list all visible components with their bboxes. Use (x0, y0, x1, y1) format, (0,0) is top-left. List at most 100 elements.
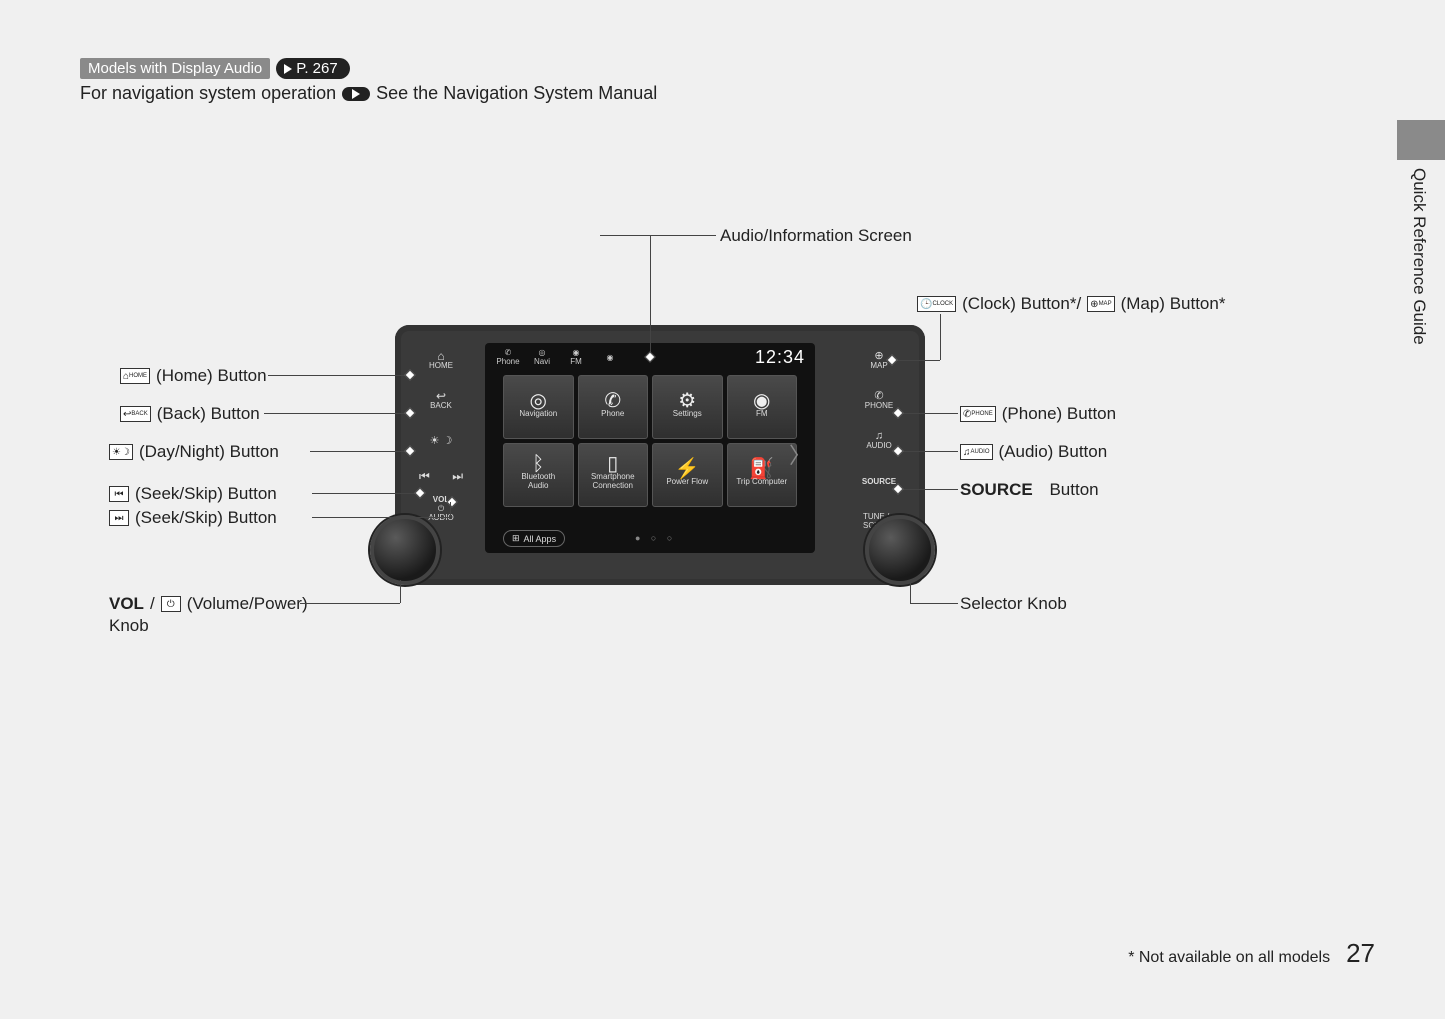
tile-bluetooth[interactable]: ᛒBluetooth Audio (503, 443, 574, 507)
callout-seek-next: ⏭ (Seek/Skip) Button (109, 508, 277, 528)
status-fm: ◉FM (559, 348, 593, 366)
tile-fm[interactable]: ◉FM (727, 375, 798, 439)
callout-phone: ✆PHONE (Phone) Button (960, 404, 1116, 424)
status-extra: ◉ (593, 353, 627, 362)
callout-screen: Audio/Information Screen (720, 226, 912, 246)
selector-knob[interactable] (865, 515, 935, 585)
side-tab-label: Quick Reference Guide (1409, 160, 1429, 360)
grid-icon: ⊞ (512, 533, 520, 544)
back-label: BACK (430, 401, 452, 410)
audio-icon: ♫ (875, 432, 883, 441)
lead-home (268, 375, 408, 376)
tile-powerflow[interactable]: ⚡Power Flow (652, 443, 723, 507)
screen-text: Audio/Information Screen (720, 226, 912, 246)
audio-icon-box: ♫AUDIO (960, 444, 993, 460)
clock-display: 12:34 (755, 347, 809, 368)
map-btn-text: (Map) Button* (1121, 294, 1226, 314)
gear-icon: ⚙ (678, 397, 696, 406)
callout-vol: VOL/⏻ (Volume/Power) (109, 594, 308, 614)
callout-seek2-text: (Seek/Skip) Button (135, 508, 277, 528)
tile-phone[interactable]: ✆Phone (578, 375, 649, 439)
all-apps-button[interactable]: ⊞ All Apps (503, 530, 565, 547)
source-rest: Button (1049, 480, 1098, 500)
display-audio-unit: ⌂ HOME ↩ BACK ☀ ☽ ⏮ ⏭ VOL ⏻ AUDIO (395, 325, 925, 585)
side-tab-block (1397, 120, 1445, 160)
tile-smartphone[interactable]: ▯Smartphone Connection (578, 443, 649, 507)
nav-manual-text: See the Navigation System Manual (376, 83, 657, 104)
side-tab: Quick Reference Guide (1397, 120, 1445, 340)
manual-page: Models with Display Audio P. 267 For nav… (0, 0, 1445, 1019)
touch-screen[interactable]: ✆Phone ◎Navi ◉FM ◉ 12:34 ◎Navigation ✆Ph… (485, 343, 815, 553)
day-night-button[interactable]: ☀ ☽ (413, 423, 469, 459)
selector-text: Selector Knob (960, 594, 1067, 614)
page-number: 27 (1346, 938, 1375, 969)
back-button[interactable]: ↩ BACK (413, 383, 469, 419)
audio-text: (Audio) Button (999, 442, 1108, 462)
footnote: * Not available on all models (1128, 949, 1330, 967)
callout-selector: Selector Knob (960, 594, 1067, 614)
vol-bold: VOL (109, 594, 144, 614)
lead-seek1 (312, 493, 418, 494)
xref-badge (342, 87, 370, 101)
seek-prev-icon: ⏮ (419, 469, 430, 484)
nav-text: For navigation system operation (80, 83, 336, 104)
map-icon-box: ⊕MAP (1087, 296, 1114, 312)
fuel-icon: ⛽ (749, 465, 774, 474)
callout-back: ↩BACK (Back) Button (120, 404, 260, 424)
callout-clock-map: 🕒CLOCK (Clock) Button*/ ⊕MAP (Map) Button… (917, 294, 1225, 314)
powerflow-icon: ⚡ (675, 465, 700, 474)
smartphone-icon: ▯ (607, 460, 618, 469)
page-ref-text: P. 267 (296, 60, 337, 77)
map-icon: ⊕ (874, 352, 883, 361)
phone-text: (Phone) Button (1002, 404, 1116, 424)
volume-knob[interactable] (370, 515, 440, 585)
callout-seek-text: (Seek/Skip) Button (135, 484, 277, 504)
all-apps-label: All Apps (524, 534, 557, 544)
lead-seek2 (312, 517, 450, 518)
page-ref-badge: P. 267 (276, 58, 349, 79)
app-grid: ◎Navigation ✆Phone ⚙Settings ◉FM ᛒBlueto… (485, 371, 815, 511)
arrow-icon (284, 64, 292, 74)
page-dots: ● ○ ○ (635, 533, 676, 543)
tile-settings[interactable]: ⚙Settings (652, 375, 723, 439)
callout-audio: ♫AUDIO (Audio) Button (960, 442, 1107, 462)
tile-navigation[interactable]: ◎Navigation (503, 375, 574, 439)
tile-trip[interactable]: ⛽Trip Computer (727, 443, 798, 507)
lead-dn (310, 451, 408, 452)
map-button[interactable]: ⊕ MAP (851, 343, 907, 379)
back-icon-box: ↩BACK (120, 406, 151, 422)
home-label: HOME (429, 361, 453, 370)
source-bold: SOURCE (960, 480, 1033, 500)
radio-icon: ◉ (753, 397, 770, 406)
header-line-1: Models with Display Audio P. 267 (80, 58, 1365, 79)
seek-prev-icon-box: ⏮ (109, 486, 129, 502)
seek-buttons[interactable]: ⏮ ⏭ (413, 463, 469, 489)
header-line-2: For navigation system operation See the … (80, 83, 1365, 104)
callout-daynight: ☀☽ (Day/Night) Button (109, 442, 279, 462)
lead-back (264, 413, 408, 414)
footer: * Not available on all models 27 (1128, 938, 1375, 969)
home-button[interactable]: ⌂ HOME (413, 343, 469, 379)
bluetooth-icon: ᛒ (532, 460, 544, 469)
right-button-column: ⊕ MAP ✆ PHONE ♫ AUDIO SOURCE TUNE / SCRO… (839, 343, 919, 543)
left-button-column: ⌂ HOME ↩ BACK ☀ ☽ ⏮ ⏭ VOL ⏻ AUDIO (401, 343, 481, 522)
source-label: SOURCE (862, 477, 896, 486)
audio-label-r: AUDIO (866, 441, 891, 450)
lead-vol (300, 603, 400, 604)
home-icon: ⌂ (437, 352, 444, 361)
callout-vol-knob: Knob (109, 616, 149, 636)
callout-home-text: (Home) Button (156, 366, 267, 386)
knob-text: Knob (109, 616, 149, 636)
callout-source: SOURCE Button (960, 480, 1099, 500)
compass-icon: ◎ (530, 397, 547, 406)
arrow-icon (352, 89, 360, 99)
vol-rest: (Volume/Power) (187, 594, 308, 614)
clock-btn-text: (Clock) Button*/ (962, 294, 1081, 314)
day-night-icon: ☀ ☽ (430, 437, 453, 446)
callout-back-text: (Back) Button (157, 404, 260, 424)
clock-icon-box: 🕒CLOCK (917, 296, 956, 312)
back-icon: ↩ (436, 392, 446, 401)
status-phone: ✆Phone (491, 348, 525, 366)
next-page-arrow[interactable]: 〉 (789, 438, 811, 470)
models-badge: Models with Display Audio (80, 58, 270, 79)
